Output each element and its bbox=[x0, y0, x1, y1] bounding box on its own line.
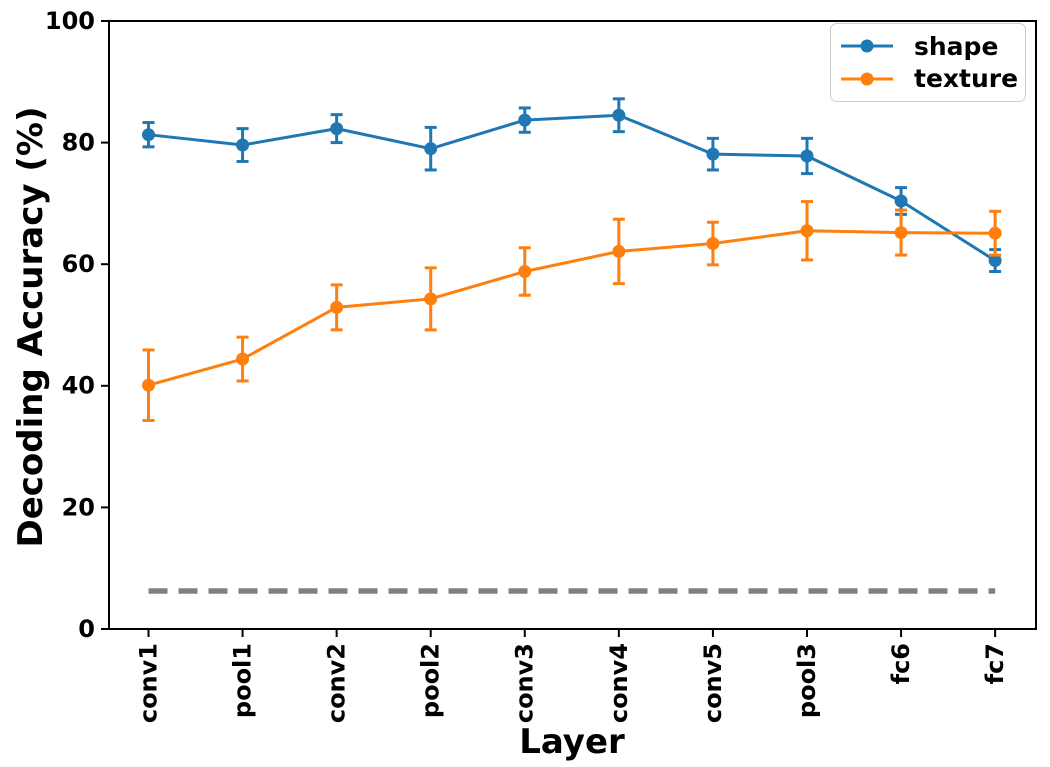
shape-series-sample-icon bbox=[841, 39, 893, 53]
shape-marker bbox=[330, 122, 344, 136]
x-tick-label: fc7 bbox=[981, 643, 1009, 684]
texture-marker bbox=[800, 224, 814, 238]
x-tick-label: conv2 bbox=[323, 643, 351, 723]
shape-marker bbox=[800, 149, 814, 163]
x-tick-label: pool3 bbox=[793, 643, 821, 718]
texture-marker bbox=[988, 226, 1002, 240]
shape-marker bbox=[988, 254, 1002, 268]
legend-label-shape: shape bbox=[914, 31, 999, 61]
x-tick-label: conv5 bbox=[699, 643, 727, 723]
shape-marker bbox=[518, 113, 532, 127]
x-tick-label: fc6 bbox=[887, 643, 915, 684]
shape-marker bbox=[894, 194, 908, 208]
y-tick-label: 60 bbox=[62, 250, 95, 278]
y-tick-label: 40 bbox=[62, 372, 95, 400]
texture-marker bbox=[330, 300, 344, 314]
x-tick-label: conv4 bbox=[605, 643, 633, 723]
y-tick-label: 80 bbox=[62, 129, 95, 157]
legend-item-texture[interactable]: texture bbox=[840, 64, 1019, 94]
axes-border bbox=[108, 20, 1037, 630]
shape-marker bbox=[706, 147, 720, 161]
texture-marker bbox=[518, 264, 532, 278]
shape-marker bbox=[142, 128, 155, 142]
y-axis-title: Decoding Accuracy (%) bbox=[11, 106, 51, 548]
y-tick-label: 100 bbox=[45, 7, 95, 35]
x-axis-title: Layer bbox=[519, 722, 625, 762]
texture-series-sample-icon bbox=[841, 72, 893, 86]
texture-marker bbox=[424, 292, 438, 306]
shape-line bbox=[148, 113, 996, 262]
shape-marker bbox=[236, 138, 250, 152]
x-tick-label: pool1 bbox=[228, 643, 256, 718]
texture-marker bbox=[236, 352, 250, 366]
x-tick-label: conv1 bbox=[134, 643, 162, 723]
x-tick-label: pool2 bbox=[417, 643, 445, 718]
texture-marker bbox=[706, 237, 720, 251]
texture-marker bbox=[612, 244, 626, 258]
y-tick-label: 0 bbox=[78, 615, 95, 643]
shape-marker bbox=[612, 108, 626, 122]
legend-item-shape[interactable]: shape bbox=[840, 34, 1015, 59]
texture-marker bbox=[894, 226, 908, 240]
texture-line bbox=[148, 229, 996, 387]
legend-label-texture: texture bbox=[914, 64, 1019, 94]
x-tick-label: conv3 bbox=[511, 643, 539, 723]
shape-marker bbox=[424, 142, 438, 156]
texture-marker bbox=[142, 378, 155, 392]
legend: shape texture bbox=[830, 23, 1026, 102]
y-tick-label: 20 bbox=[62, 493, 95, 521]
